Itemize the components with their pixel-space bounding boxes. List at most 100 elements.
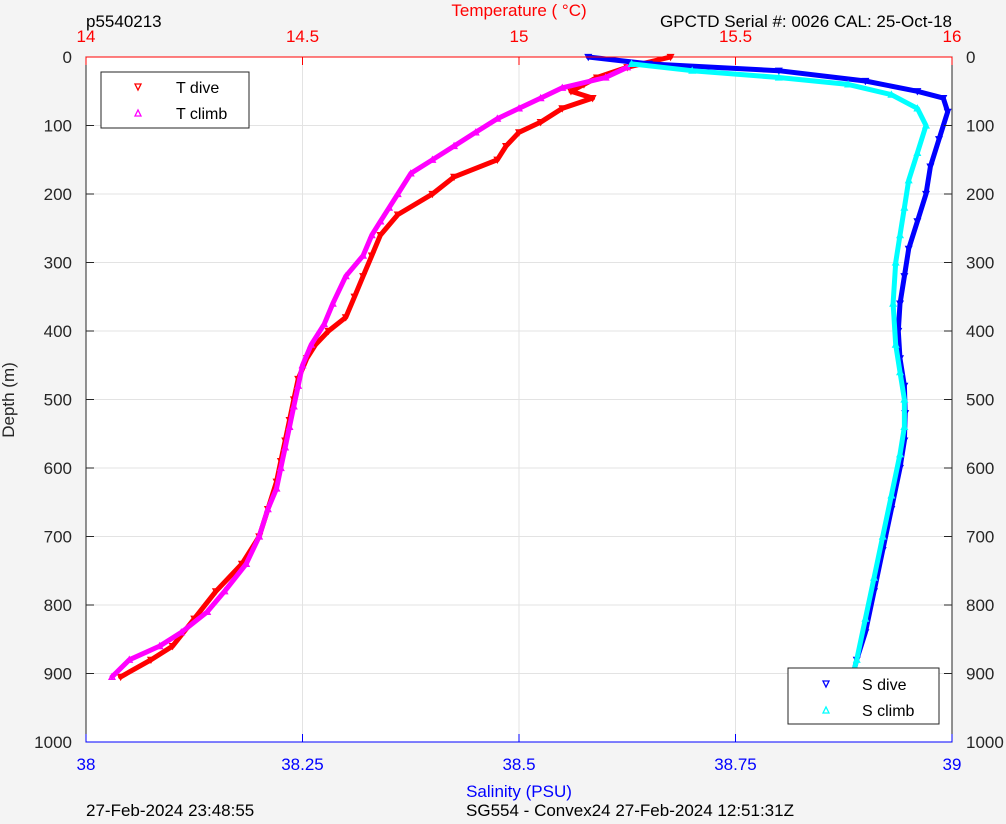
data-point-s-climb xyxy=(627,59,636,67)
data-point-t-dive xyxy=(450,173,459,182)
data-point-s-dive xyxy=(934,136,944,144)
data-point-t-climb xyxy=(281,443,290,451)
tick-label-depth-left: 300 xyxy=(44,254,72,273)
data-point-s-climb xyxy=(896,230,905,239)
data-point-t-dive xyxy=(211,588,220,596)
tick-label-depth-right: 800 xyxy=(966,596,994,615)
data-point-s-climb xyxy=(891,258,900,266)
data-point-s-climb xyxy=(688,66,697,74)
tick-label-salinity: 39 xyxy=(943,755,962,774)
data-point-t-climb xyxy=(450,141,459,150)
data-point-t-climb xyxy=(376,217,385,225)
data-point-t-climb xyxy=(536,93,545,102)
data-point-s-climb xyxy=(844,80,853,88)
data-point-s-dive xyxy=(913,218,922,226)
data-point-s-climb xyxy=(913,148,922,156)
data-point-t-dive xyxy=(393,211,402,219)
tick-label-depth-left: 400 xyxy=(44,322,72,341)
tick-label-depth-right: 1000 xyxy=(966,733,1004,752)
tick-label-depth-left: 900 xyxy=(44,665,72,684)
data-point-s-climb xyxy=(900,203,909,211)
data-point-s-climb xyxy=(878,532,887,540)
data-point-t-climb xyxy=(428,155,437,163)
data-point-t-climb xyxy=(406,169,415,177)
series-trace-s-dive xyxy=(585,54,951,680)
data-point-t-climb xyxy=(155,641,164,650)
data-point-t-climb xyxy=(276,463,285,472)
footer-mission: SG554 - Convex24 27-Feb-2024 12:51:31Z xyxy=(466,801,794,819)
data-point-s-climb xyxy=(896,450,905,458)
data-point-t-climb xyxy=(367,230,376,239)
tick-label-depth-left: 700 xyxy=(44,528,72,547)
legend-temperature-box xyxy=(100,71,250,129)
data-point-t-climb xyxy=(203,607,212,615)
data-point-t-climb xyxy=(285,422,294,430)
data-point-t-climb xyxy=(298,360,307,369)
data-point-t-climb xyxy=(272,484,281,492)
data-point-t-climb xyxy=(601,73,610,81)
tick-label-depth-left: 500 xyxy=(44,391,72,410)
data-point-t-climb xyxy=(125,655,134,663)
data-point-t-dive xyxy=(558,105,567,113)
data-point-s-climb xyxy=(774,73,783,81)
data-point-t-dive xyxy=(588,95,597,103)
data-point-s-dive xyxy=(939,95,948,103)
data-point-t-dive xyxy=(116,673,125,682)
data-point-t-dive xyxy=(514,129,524,137)
data-point-s-climb xyxy=(887,90,896,98)
tick-label-salinity: 38.5 xyxy=(502,755,535,774)
tick-label-depth-left: 0 xyxy=(63,48,72,67)
data-point-s-climb xyxy=(887,491,896,499)
data-point-s-dive xyxy=(896,300,905,308)
data-point-t-dive xyxy=(341,314,350,322)
legend-s-climb-marker xyxy=(821,705,831,714)
data-point-s-dive xyxy=(774,67,783,75)
data-point-s-climb xyxy=(889,299,898,307)
data-point-t-climb xyxy=(294,381,303,389)
tick-label-depth-right: 100 xyxy=(966,117,994,136)
data-point-s-dive xyxy=(913,88,922,96)
footer-timestamp: 27-Feb-2024 23:48:55 xyxy=(86,801,254,819)
data-point-s-climb xyxy=(852,655,861,663)
data-point-t-climb xyxy=(393,189,402,198)
series-trace-s-climb xyxy=(629,61,929,680)
tick-label-depth-left: 1000 xyxy=(34,733,72,752)
data-point-s-climb xyxy=(900,395,909,403)
series-trace-t-climb xyxy=(109,64,630,680)
data-point-s-dive xyxy=(926,163,935,171)
data-point-s-dive xyxy=(904,245,913,254)
ticks-layer: 0 0 100 100 200 200 300 300 400 400 500 500 600 600 70… xyxy=(34,27,1004,774)
data-point-t-climb xyxy=(623,63,632,71)
legend-t-dive-label: T dive xyxy=(176,80,219,97)
data-point-t-dive xyxy=(168,643,177,651)
profile-id: p5540213 xyxy=(86,12,162,31)
tick-label-temperature: 14 xyxy=(77,27,96,46)
data-point-t-climb xyxy=(263,504,272,513)
data-point-t-dive xyxy=(359,273,368,281)
tick-label-depth-right: 300 xyxy=(966,254,994,273)
data-point-t-climb xyxy=(242,559,251,567)
tick-label-salinity: 38.75 xyxy=(714,755,757,774)
tick-label-temperature: 16 xyxy=(943,27,962,46)
tick-label-temperature: 15 xyxy=(510,27,529,46)
tick-label-depth-left: 200 xyxy=(44,185,72,204)
data-point-t-climb xyxy=(385,203,394,211)
legend-salinity-box xyxy=(787,667,940,725)
data-point-t-dive xyxy=(324,327,333,336)
data-point-t-dive xyxy=(536,118,545,127)
legend-t-climb-label: T climb xyxy=(176,106,227,123)
data-point-t-climb xyxy=(220,587,229,595)
data-point-t-dive xyxy=(501,142,511,151)
data-point-s-dive xyxy=(900,273,909,281)
data-point-t-dive xyxy=(376,232,385,240)
data-point-s-dive xyxy=(922,190,931,199)
data-point-t-dive xyxy=(146,656,155,665)
data-point-t-dive xyxy=(367,252,376,260)
tick-label-salinity: 38.25 xyxy=(281,755,324,774)
serial-label: GPCTD Serial #: 0026 CAL: 25-Oct-18 xyxy=(660,12,952,31)
data-point-s-dive xyxy=(943,108,952,117)
data-point-t-climb xyxy=(514,104,524,112)
grid xyxy=(86,57,952,742)
temperature-axis-label: Temperature ( °C) xyxy=(451,1,586,20)
